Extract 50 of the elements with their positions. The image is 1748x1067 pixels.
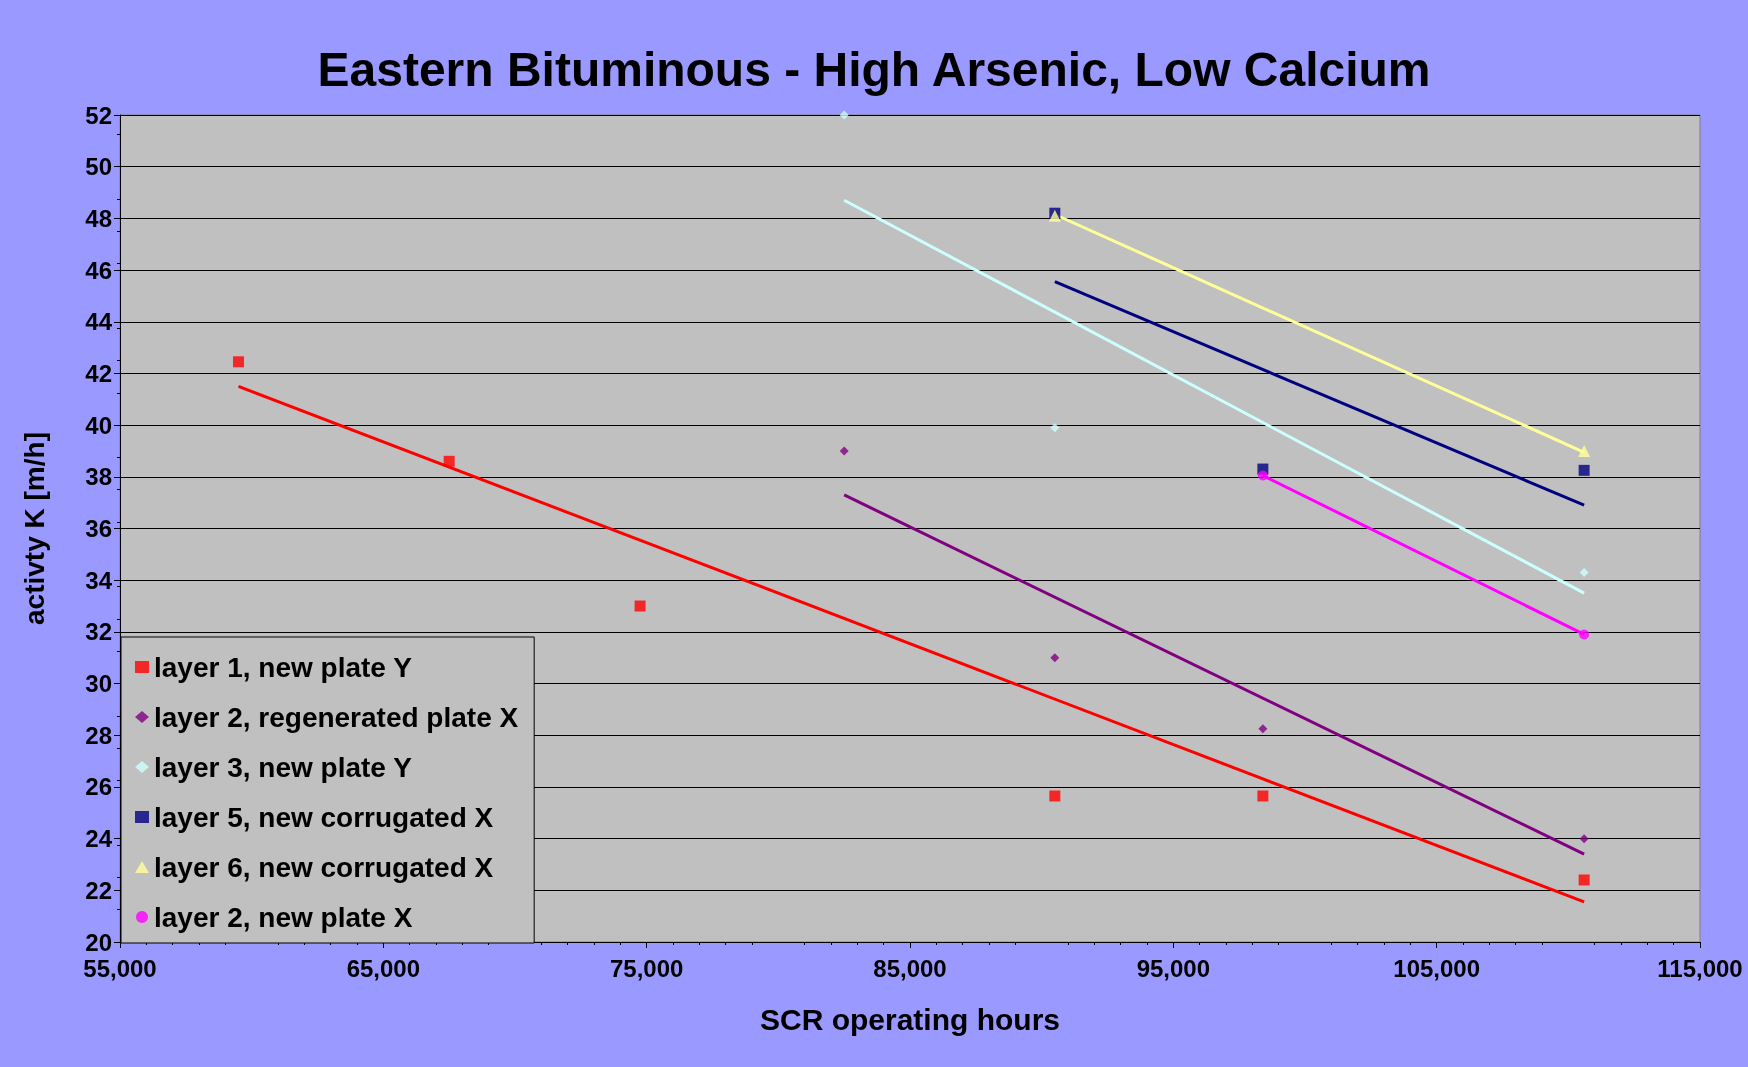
y-axis-title: activty K [m/h] xyxy=(18,432,50,625)
point xyxy=(443,455,455,467)
y-tick-label: 46 xyxy=(85,256,112,284)
y-tick-label: 32 xyxy=(85,618,112,646)
y-tick-label: 24 xyxy=(85,825,113,853)
x-axis-title: SCR operating hours xyxy=(759,1002,1061,1036)
point xyxy=(1258,724,1268,734)
point xyxy=(1579,629,1590,640)
y-tick-label: 50 xyxy=(85,153,112,181)
point xyxy=(1578,444,1591,457)
point xyxy=(1578,464,1590,476)
legend-label: layer 3, new plate Y xyxy=(154,751,413,783)
point xyxy=(1049,790,1061,802)
legend-label: layer 2, regenerated plate X xyxy=(154,701,519,733)
y-tick-label: 48 xyxy=(85,204,112,232)
point xyxy=(1257,790,1269,802)
point xyxy=(634,600,646,612)
x-tick-label: 75,000 xyxy=(609,954,684,982)
legend-label: layer 5, new corrugated X xyxy=(154,801,494,833)
point xyxy=(1579,834,1589,844)
x-tick-label: 85,000 xyxy=(873,954,947,982)
point xyxy=(1050,423,1060,433)
y-tick-label: 20 xyxy=(85,928,112,956)
x-tick-label: 105,000 xyxy=(1393,954,1481,982)
y-tick-label: 26 xyxy=(85,773,112,801)
x-tick-label: 95,000 xyxy=(1136,954,1211,982)
y-tick-label: 40 xyxy=(85,411,112,439)
y-tick-label: 28 xyxy=(85,721,112,749)
point xyxy=(839,446,849,456)
x-tick-label: 115,000 xyxy=(1657,954,1743,982)
chart-title: Eastern Bituminous - High Arsenic, Low Calcium xyxy=(317,42,1431,96)
legend-label: layer 1, new plate Y xyxy=(154,651,413,683)
x-tick-label: 65,000 xyxy=(346,954,421,982)
x-tick-label: 55,000 xyxy=(83,954,157,982)
point xyxy=(1578,874,1590,886)
y-tick-label: 36 xyxy=(85,515,112,542)
point xyxy=(839,110,849,120)
y-tick-label: 34 xyxy=(85,566,113,594)
y-tick-label: 38 xyxy=(85,463,112,491)
legend-label: layer 2, new plate X xyxy=(154,901,413,933)
point xyxy=(1579,567,1589,577)
point xyxy=(1257,470,1268,481)
y-tick-label: 44 xyxy=(85,308,113,336)
legend-label: layer 6, new corrugated X xyxy=(154,851,494,883)
y-tick-label: 30 xyxy=(85,670,112,698)
point xyxy=(1050,653,1060,663)
y-tick-label: 22 xyxy=(85,876,112,904)
point xyxy=(233,356,244,368)
y-tick-label: 52 xyxy=(85,101,112,129)
y-tick-label: 42 xyxy=(85,359,112,387)
